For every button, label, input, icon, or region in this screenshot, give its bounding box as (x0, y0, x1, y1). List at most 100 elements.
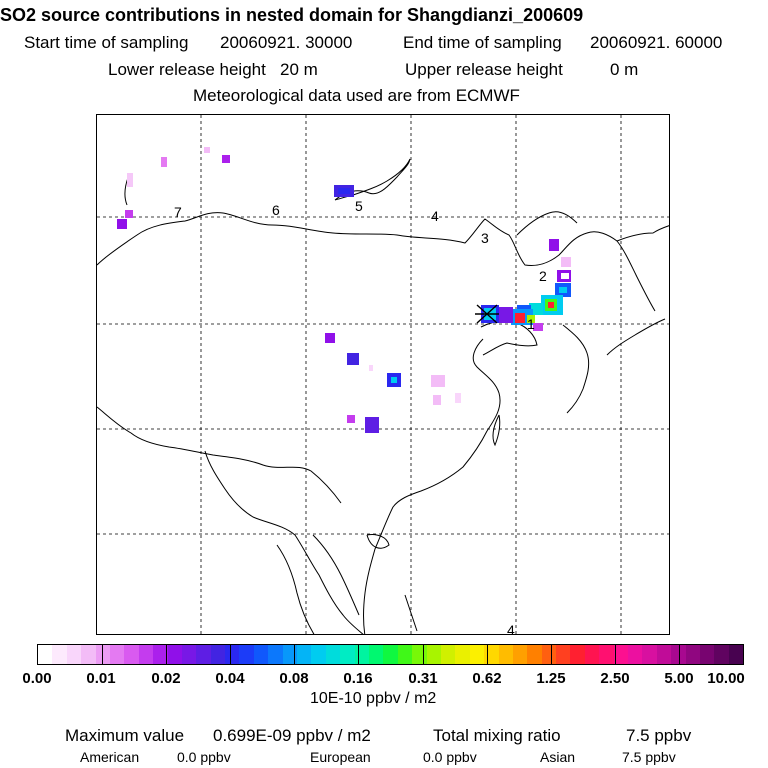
coastline-ne (616, 240, 656, 312)
grid-lines (97, 115, 669, 634)
plume-patch (161, 157, 167, 167)
end-time-value: 20060921. 60000 (590, 33, 723, 52)
plume-patch (365, 417, 379, 433)
colorbar-segment (81, 645, 96, 664)
colorbar-segment (599, 645, 614, 664)
colorbar-divider (166, 645, 168, 664)
colorbar-segment (671, 645, 686, 664)
border-mongolia-east (516, 211, 578, 236)
receptor-marker-icon (475, 304, 499, 324)
colorbar-tick-label: 2.50 (600, 670, 630, 687)
plume-patch (559, 287, 567, 293)
coastline-malay (404, 594, 418, 632)
colorbar-divider (614, 645, 616, 664)
colorbar-segment (340, 645, 355, 664)
plume-patch (347, 353, 359, 365)
boundary-lines (97, 158, 669, 634)
european-value: 0.0 ppbv (423, 749, 477, 765)
upper-release-value: 0 m (610, 60, 639, 79)
colorbar-segment (628, 645, 643, 664)
colorbar-tick-label: 0.02 (151, 670, 181, 687)
max-value: 0.699E-09 ppbv / m2 (213, 726, 371, 745)
colorbar-segment (325, 645, 341, 664)
colorbar-segment (153, 645, 168, 664)
concentration-field (117, 147, 571, 433)
coastline-hainan (366, 534, 390, 549)
plume-patch (117, 219, 127, 229)
colorbar-segment (282, 645, 298, 664)
colorbar-segment (383, 645, 398, 664)
colorbar-segment (268, 645, 283, 664)
plume-patch (433, 395, 441, 405)
contour-label: 6 (272, 202, 280, 218)
colorbar-segment (109, 645, 125, 664)
coastline-taiwan (492, 414, 501, 447)
colorbar-segment (196, 645, 211, 664)
colorbar-segment (440, 645, 456, 664)
coastline-japan (606, 318, 666, 356)
colorbar-tick-label: 0.01 (86, 670, 116, 687)
colorbar-divider (486, 645, 488, 664)
colorbar-divider (294, 645, 296, 664)
plume-patch (561, 273, 569, 279)
colorbar-segment (412, 645, 427, 664)
colorbar-segment (714, 645, 729, 664)
colorbar-segment (297, 645, 312, 664)
total-mixing-label: Total mixing ratio (433, 726, 561, 745)
colorbar-divider (102, 645, 104, 664)
colorbar-segment (253, 645, 269, 664)
plume-patch (527, 315, 535, 323)
plume-patch (549, 239, 559, 251)
contour-label: 5 (355, 198, 363, 214)
plume-patch (127, 173, 133, 187)
colorbar-units: 10E-10 ppbv / m2 (310, 690, 437, 707)
plume-patch (125, 210, 133, 218)
colorbar-divider (422, 645, 424, 664)
colorbar-segment (455, 645, 470, 664)
colorbar-tick-label: 1.25 (536, 670, 566, 687)
contour-label: 4 (507, 622, 515, 635)
colorbar-segment (167, 645, 182, 664)
colorbar-segment (397, 645, 413, 664)
colorbar-segment (642, 645, 657, 664)
coastline-korea (562, 324, 590, 414)
american-label: American (80, 749, 140, 765)
colorbar-segment (656, 645, 672, 664)
met-data-line: Meteorological data used are from ECMWF (193, 86, 520, 105)
total-mixing-value: 7.5 ppbv (626, 726, 692, 745)
plume-patch (391, 377, 397, 383)
page-title: SO2 source contributions in nested domai… (0, 5, 584, 25)
colorbar-segment (181, 645, 197, 664)
colorbar-tick-label: 0.00 (22, 670, 52, 687)
border-north (97, 212, 669, 266)
colorbar-divider (230, 645, 232, 664)
colorbar-segment (368, 645, 384, 664)
colorbar-tick-label: 0.31 (408, 670, 438, 687)
colorbar-tick-label: 0.04 (215, 670, 245, 687)
american-value: 0.0 ppbv (177, 749, 231, 765)
plume-patch (431, 375, 445, 387)
plume-patch (533, 323, 543, 331)
colorbar-segment (225, 645, 240, 664)
colorbar-divider (358, 645, 360, 664)
colorbar-segment (556, 645, 571, 664)
contour-label: 4 (431, 208, 439, 224)
end-time-label: End time of sampling (403, 33, 562, 52)
colorbar-segment (728, 645, 744, 664)
start-time-label: Start time of sampling (24, 33, 189, 52)
upper-release-label: Upper release height (405, 60, 563, 79)
colorbar-tick-label: 10.00 (707, 670, 745, 687)
asian-label: Asian (540, 749, 576, 765)
max-value-label: Maximum value (65, 726, 185, 745)
contour-label: 2 (539, 268, 547, 284)
lower-release-label: Lower release height (108, 60, 266, 79)
plume-patch (325, 333, 335, 343)
colorbar-segment (584, 645, 600, 664)
colorbar-segment (354, 645, 369, 664)
plume-patch (497, 307, 513, 323)
plume-patch (204, 147, 210, 153)
lower-release-value: 20 m (280, 60, 318, 79)
plume-patch (515, 313, 525, 323)
colorbar-segment (38, 645, 53, 664)
colorbar-segment (570, 645, 585, 664)
